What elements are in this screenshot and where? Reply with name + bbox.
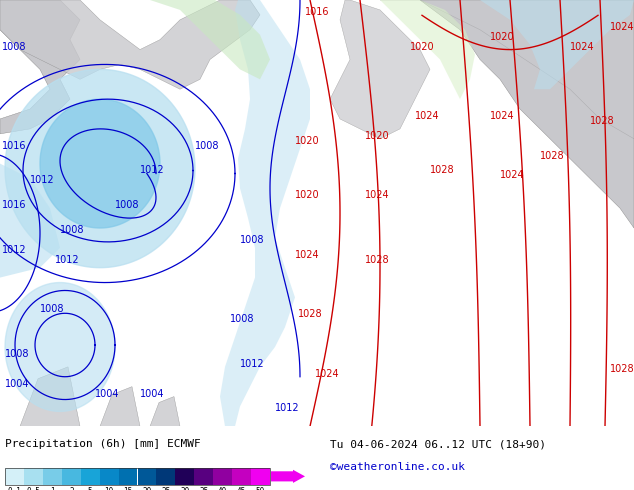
Text: 1012: 1012: [2, 245, 27, 255]
Polygon shape: [420, 0, 634, 228]
Text: 20: 20: [143, 487, 152, 490]
Text: 1008: 1008: [240, 235, 264, 245]
Bar: [232, 468, 251, 485]
Polygon shape: [330, 0, 430, 139]
Polygon shape: [0, 0, 260, 89]
Text: 1012: 1012: [55, 255, 80, 265]
Text: 1020: 1020: [365, 131, 390, 141]
Text: 0.5: 0.5: [27, 487, 41, 490]
Bar: [5, 468, 270, 485]
Bar: [81, 468, 100, 485]
Text: 1004: 1004: [140, 389, 164, 398]
Bar: [5, 468, 24, 485]
Bar: [194, 468, 213, 485]
Text: 1008: 1008: [5, 349, 30, 359]
Bar: [176, 468, 194, 485]
Text: 1016: 1016: [2, 141, 27, 151]
Bar: [61, 468, 81, 485]
Text: 1020: 1020: [490, 32, 515, 42]
Text: 50: 50: [256, 487, 265, 490]
Text: 45: 45: [237, 487, 246, 490]
Text: 1012: 1012: [30, 175, 55, 185]
Text: 1028: 1028: [298, 309, 323, 319]
Text: 1008: 1008: [60, 225, 84, 235]
Text: 1024: 1024: [315, 369, 340, 379]
Text: 5: 5: [88, 487, 93, 490]
Text: 1024: 1024: [295, 250, 320, 260]
Text: 1024: 1024: [490, 111, 515, 121]
Polygon shape: [220, 0, 310, 426]
Polygon shape: [20, 367, 80, 426]
Bar: [100, 468, 119, 485]
Polygon shape: [0, 0, 80, 134]
Polygon shape: [100, 387, 140, 426]
Text: 1024: 1024: [500, 171, 524, 180]
Polygon shape: [380, 0, 475, 99]
Text: 1020: 1020: [295, 136, 320, 146]
Text: 1024: 1024: [365, 190, 390, 200]
Text: 1028: 1028: [430, 166, 455, 175]
Text: 1008: 1008: [2, 42, 27, 51]
Polygon shape: [150, 396, 180, 426]
Text: 1024: 1024: [610, 22, 634, 32]
Bar: [157, 468, 176, 485]
Text: 1020: 1020: [410, 42, 435, 51]
Polygon shape: [5, 283, 115, 412]
Text: Tu 04-06-2024 06..12 UTC (18+90): Tu 04-06-2024 06..12 UTC (18+90): [330, 440, 546, 449]
Bar: [119, 468, 138, 485]
Text: ©weatheronline.co.uk: ©weatheronline.co.uk: [330, 462, 465, 472]
Polygon shape: [150, 0, 270, 79]
Text: 35: 35: [199, 487, 209, 490]
Text: 1028: 1028: [610, 364, 634, 374]
Polygon shape: [40, 99, 160, 228]
Text: 1008: 1008: [195, 141, 219, 151]
Text: 1004: 1004: [5, 379, 30, 389]
Text: 1008: 1008: [230, 314, 254, 324]
Polygon shape: [5, 70, 195, 268]
Text: 1016: 1016: [305, 7, 330, 17]
Text: 1028: 1028: [590, 116, 614, 126]
Text: 1004: 1004: [95, 389, 119, 398]
Text: 1008: 1008: [115, 200, 139, 210]
Text: 1020: 1020: [295, 190, 320, 200]
FancyArrow shape: [271, 470, 305, 483]
Text: 10: 10: [105, 487, 113, 490]
Text: 1008: 1008: [40, 304, 65, 314]
Text: 1012: 1012: [275, 403, 300, 414]
Polygon shape: [480, 0, 634, 89]
Text: 1028: 1028: [365, 255, 390, 265]
Text: 40: 40: [218, 487, 228, 490]
Text: 1024: 1024: [415, 111, 439, 121]
Polygon shape: [380, 0, 634, 139]
Bar: [251, 468, 270, 485]
Text: 30: 30: [180, 487, 190, 490]
Text: 0.1: 0.1: [8, 487, 22, 490]
Text: 1012: 1012: [140, 166, 165, 175]
Text: 15: 15: [124, 487, 133, 490]
Bar: [43, 468, 61, 485]
Text: 2: 2: [69, 487, 74, 490]
Bar: [24, 468, 43, 485]
Polygon shape: [0, 164, 60, 278]
Text: 1024: 1024: [570, 42, 595, 51]
Text: 1: 1: [50, 487, 55, 490]
Text: Precipitation (6h) [mm] ECMWF: Precipitation (6h) [mm] ECMWF: [5, 440, 201, 449]
Text: 1012: 1012: [240, 359, 264, 369]
Text: 1028: 1028: [540, 150, 565, 161]
Bar: [138, 468, 157, 485]
Bar: [213, 468, 232, 485]
Text: 1016: 1016: [2, 200, 27, 210]
Text: 25: 25: [161, 487, 171, 490]
